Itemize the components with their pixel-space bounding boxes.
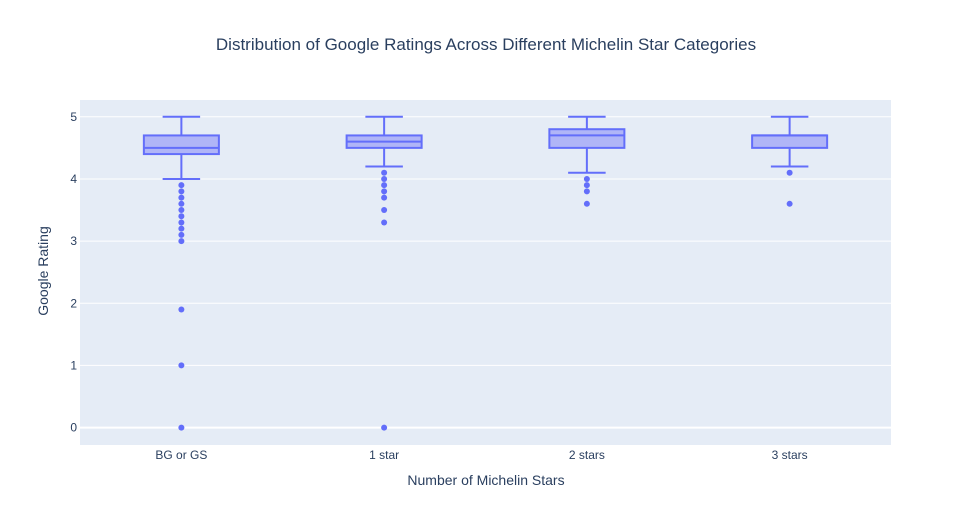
y-tick-label: 0 xyxy=(70,421,77,435)
outlier-point xyxy=(178,225,185,232)
outlier-point xyxy=(178,306,185,313)
outlier-point xyxy=(381,219,388,226)
y-tick-label: 1 xyxy=(70,358,77,372)
outlier-point xyxy=(786,169,793,176)
x-axis-title: Number of Michelin Stars xyxy=(407,472,564,488)
outlier-point xyxy=(381,182,388,189)
outlier-point xyxy=(178,231,185,238)
x-tick-label: 2 stars xyxy=(569,448,605,462)
outlier-point xyxy=(178,207,185,214)
box-1 xyxy=(142,115,220,431)
outlier-point xyxy=(178,182,185,189)
outlier-point xyxy=(786,200,793,207)
outlier-point xyxy=(583,200,590,207)
outlier-point xyxy=(583,188,590,195)
outlier-point xyxy=(178,362,185,369)
outlier-point xyxy=(583,182,590,189)
outlier-point xyxy=(178,238,185,245)
outlier-point xyxy=(381,175,388,182)
outlier-point xyxy=(178,200,185,207)
outlier-point xyxy=(381,194,388,201)
outlier-point xyxy=(381,207,388,214)
outlier-point xyxy=(381,188,388,195)
box-4 xyxy=(751,115,829,207)
y-tick-label: 5 xyxy=(70,110,77,124)
outlier-point xyxy=(178,219,185,226)
y-tick-label: 3 xyxy=(70,234,77,248)
outlier-point xyxy=(178,424,185,431)
plot-area xyxy=(80,100,891,445)
outlier-point xyxy=(381,424,388,431)
box-2 xyxy=(345,115,423,431)
iqr-box xyxy=(142,134,220,156)
iqr-box xyxy=(548,128,626,149)
y-axis-ticks: 0 1 2 3 4 5 xyxy=(70,110,77,435)
x-tick-label: 1 star xyxy=(369,448,399,462)
chart-title: Distribution of Google Ratings Across Di… xyxy=(216,35,756,54)
x-tick-label: BG or GS xyxy=(155,448,207,462)
outlier-point xyxy=(381,169,388,176)
x-tick-label: 3 stars xyxy=(772,448,808,462)
grid-lines xyxy=(80,116,891,429)
y-tick-label: 2 xyxy=(70,296,77,310)
iqr-box xyxy=(751,134,829,149)
y-tick-label: 4 xyxy=(70,172,77,186)
y-axis-title: Google Rating xyxy=(35,226,51,316)
box-3 xyxy=(548,115,626,207)
box-series xyxy=(142,115,829,431)
outlier-point xyxy=(178,194,185,201)
x-axis-ticks: BG or GS 1 star 2 stars 3 stars xyxy=(155,448,807,462)
outlier-point xyxy=(178,188,185,195)
outlier-point xyxy=(583,175,590,182)
outlier-point xyxy=(178,213,185,220)
